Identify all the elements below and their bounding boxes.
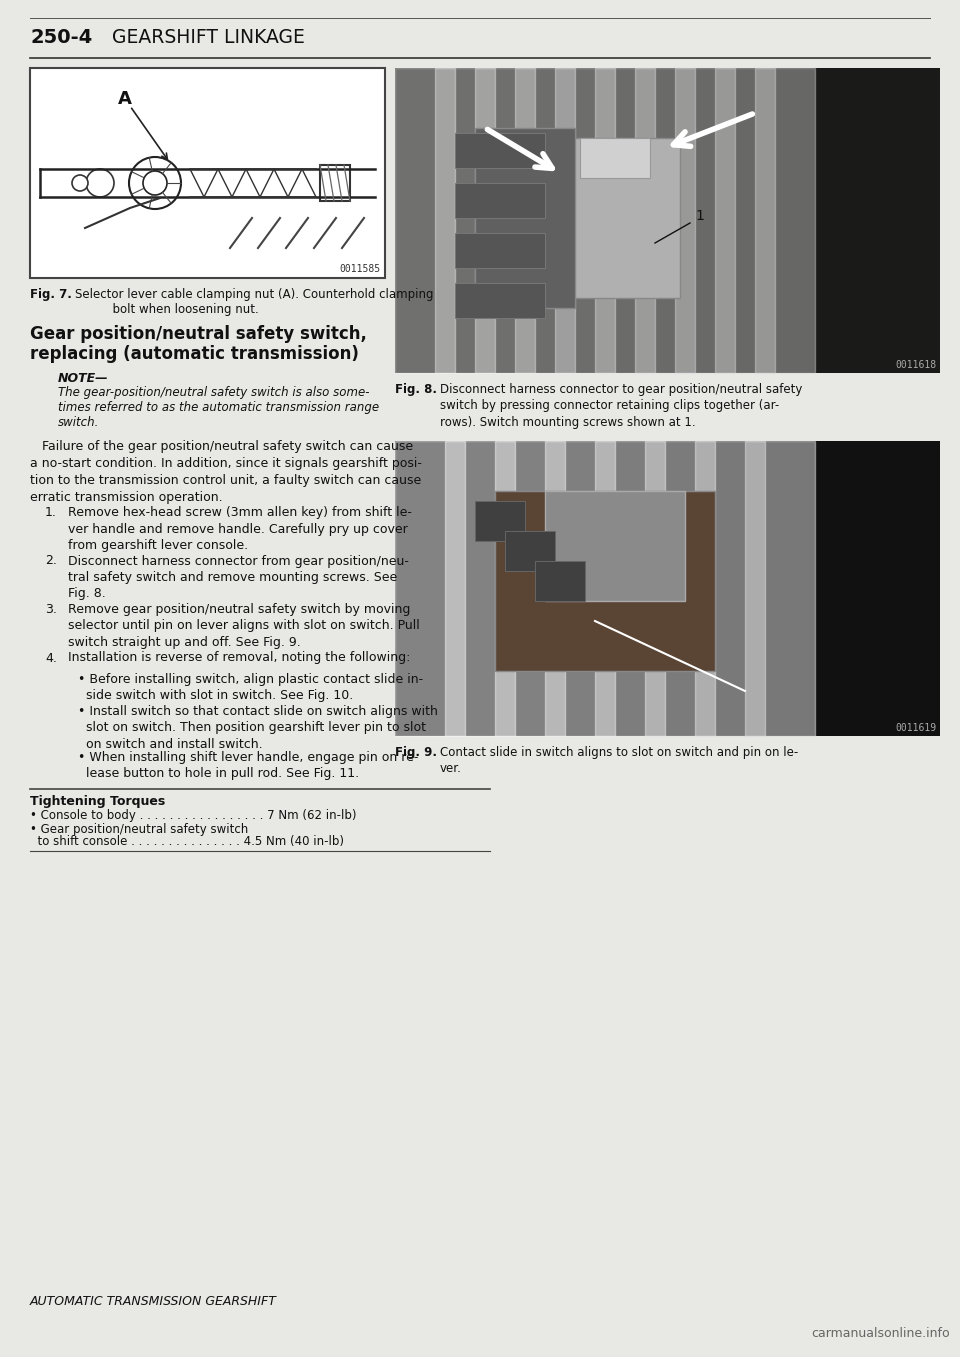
- Bar: [595, 68, 655, 373]
- Text: • Install switch so that contact slide on switch aligns with
  slot on switch. T: • Install switch so that contact slide o…: [78, 706, 438, 750]
- Text: Installation is reverse of removal, noting the following:: Installation is reverse of removal, noti…: [68, 651, 410, 665]
- Bar: [475, 128, 575, 308]
- Text: Contact slide in switch aligns to slot on switch and pin on le-
ver.: Contact slide in switch aligns to slot o…: [440, 746, 799, 775]
- Text: Selector lever cable clamping nut (A). Counterhold clamping
          bolt when : Selector lever cable clamping nut (A). C…: [75, 288, 434, 316]
- Bar: [505, 531, 555, 571]
- Text: • Before installing switch, align plastic contact slide in-
  side switch with s: • Before installing switch, align plasti…: [78, 673, 423, 703]
- Bar: [495, 441, 565, 735]
- Bar: [715, 68, 775, 373]
- Text: 3.: 3.: [45, 603, 57, 616]
- Bar: [435, 68, 495, 373]
- Text: 1: 1: [695, 209, 704, 223]
- Bar: [475, 501, 525, 541]
- Text: Tightening Torques: Tightening Torques: [30, 794, 165, 807]
- Bar: [495, 491, 715, 670]
- Text: 0011618: 0011618: [895, 360, 936, 370]
- Text: Failure of the gear position/neutral safety switch can cause
a no-start conditio: Failure of the gear position/neutral saf…: [30, 440, 421, 503]
- Text: 250-4: 250-4: [30, 28, 92, 47]
- Text: Disconnect harness connector to gear position/neutral safety
switch by pressing : Disconnect harness connector to gear pos…: [440, 383, 803, 429]
- Bar: [455, 133, 545, 168]
- Bar: [580, 138, 650, 178]
- Bar: [475, 68, 535, 373]
- Text: A: A: [118, 90, 132, 109]
- Text: GEARSHIFT LINKAGE: GEARSHIFT LINKAGE: [112, 28, 305, 47]
- Circle shape: [72, 175, 88, 191]
- Text: • Console to body . . . . . . . . . . . . . . . . . 7 Nm (62 in-lb): • Console to body . . . . . . . . . . . …: [30, 809, 356, 821]
- Text: NOTE—: NOTE—: [58, 372, 108, 385]
- Text: • When installing shift lever handle, engage pin on re-
  lease button to hole i: • When installing shift lever handle, en…: [78, 750, 419, 780]
- Text: carmanualsonline.info: carmanualsonline.info: [811, 1327, 950, 1339]
- Text: Remove hex-head screw (3mm allen key) from shift le-
ver handle and remove handl: Remove hex-head screw (3mm allen key) fr…: [68, 506, 412, 552]
- Circle shape: [129, 157, 181, 209]
- Text: 2.: 2.: [45, 555, 57, 567]
- Text: 4.: 4.: [45, 651, 57, 665]
- Text: Gear position/neutral safety switch,: Gear position/neutral safety switch,: [30, 324, 367, 343]
- Text: 1.: 1.: [45, 506, 57, 518]
- Bar: [455, 233, 545, 267]
- Bar: [30, 68, 385, 278]
- Text: • Gear position/neutral safety switch: • Gear position/neutral safety switch: [30, 822, 249, 836]
- Text: Fig. 8.: Fig. 8.: [395, 383, 437, 396]
- Bar: [695, 441, 765, 735]
- Text: Disconnect harness connector from gear position/neu-
tral safety switch and remo: Disconnect harness connector from gear p…: [68, 555, 409, 601]
- Bar: [595, 441, 665, 735]
- Text: 0011619: 0011619: [895, 723, 936, 733]
- Text: 0011585: 0011585: [339, 265, 380, 274]
- Bar: [455, 284, 545, 318]
- Bar: [395, 68, 455, 373]
- Bar: [635, 68, 695, 373]
- Circle shape: [86, 170, 114, 197]
- Text: Fig. 7.: Fig. 7.: [30, 288, 72, 301]
- Bar: [545, 491, 685, 601]
- Bar: [535, 560, 585, 601]
- Circle shape: [143, 171, 167, 195]
- Bar: [675, 68, 735, 373]
- Text: to shift console . . . . . . . . . . . . . . . 4.5 Nm (40 in-lb): to shift console . . . . . . . . . . . .…: [30, 836, 344, 848]
- Bar: [395, 441, 465, 735]
- Text: The gear-position/neutral safety switch is also some-
times referred to as the a: The gear-position/neutral safety switch …: [58, 385, 379, 429]
- Text: AUTOMATIC TRANSMISSION GEARSHIFT: AUTOMATIC TRANSMISSION GEARSHIFT: [30, 1295, 276, 1308]
- Bar: [455, 183, 545, 218]
- Bar: [395, 441, 940, 735]
- Bar: [550, 138, 680, 299]
- Text: Remove gear position/neutral safety switch by moving
selector until pin on lever: Remove gear position/neutral safety swit…: [68, 603, 420, 649]
- Bar: [545, 441, 615, 735]
- Bar: [755, 68, 815, 373]
- Bar: [515, 68, 575, 373]
- Bar: [395, 68, 940, 373]
- Text: replacing (automatic transmission): replacing (automatic transmission): [30, 345, 359, 364]
- Bar: [445, 441, 515, 735]
- Bar: [320, 166, 350, 201]
- Bar: [745, 441, 815, 735]
- Text: Fig. 9.: Fig. 9.: [395, 746, 437, 759]
- Bar: [645, 441, 715, 735]
- Bar: [555, 68, 615, 373]
